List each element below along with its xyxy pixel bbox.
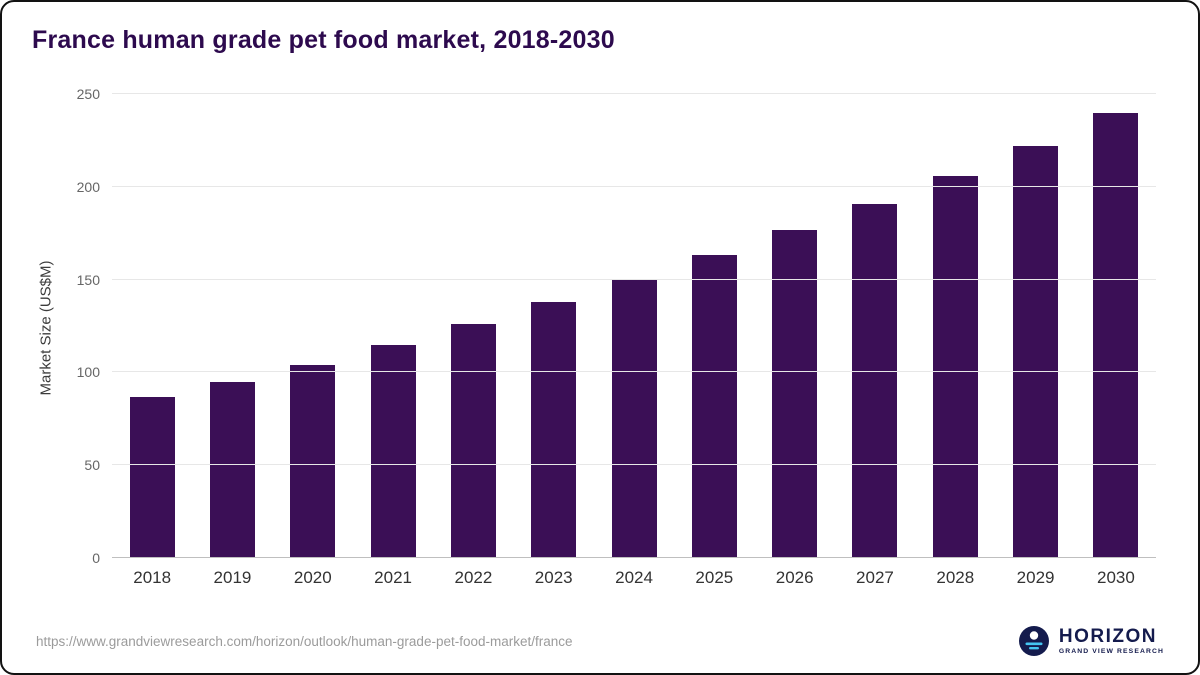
bar-2020[interactable] [290,364,336,558]
horizon-logo-icon [1018,625,1050,657]
bar-2024[interactable] [611,279,657,558]
bar-slot [594,94,674,558]
bar-2027[interactable] [852,203,898,558]
x-tick-label: 2024 [615,568,653,587]
bar-2023[interactable] [531,301,577,558]
x-tick-label: 2020 [293,568,332,587]
bar-slot [273,94,353,558]
y-tick-label: 250 [76,86,100,102]
x-tick-label: 2027 [856,568,894,587]
horizon-logo-subtext: GRAND VIEW RESEARCH [1058,647,1164,655]
y-tick-label: 200 [76,178,100,195]
gridline [112,371,1156,373]
x-tick-label: 2029 [1016,568,1055,587]
bar-2018[interactable] [129,396,175,558]
bar-slot [353,94,433,558]
y-tick-label: 150 [76,271,100,288]
x-tick-label: 2030 [1096,568,1135,587]
bar-series [112,94,1156,558]
x-tick-label: 2018 [133,568,172,587]
x-tick-label: 2026 [775,568,814,587]
gridline [112,464,1156,466]
y-axis-label: Market Size (US$M) [37,260,55,396]
horizon-logo-name: HORIZON [1058,625,1157,647]
bar-2021[interactable] [370,344,416,558]
bar-slot [514,94,594,558]
gridline [112,93,1156,94]
footer: https://www.grandviewresearch.com/horizo… [36,625,1164,657]
y-tick-label: 100 [76,364,100,381]
x-axis-baseline [112,557,1156,558]
y-tick-label: 0 [92,550,100,566]
x-tick-label: 2023 [534,568,573,587]
x-tick-label: 2028 [936,568,975,587]
y-tick-label: 50 [84,457,100,474]
source-url: https://www.grandviewresearch.com/horizo… [36,633,573,649]
chart-title: France human grade pet food market, 2018… [32,26,615,54]
x-tick-label: 2021 [374,568,412,587]
bar-slot [674,94,754,558]
bar-2030[interactable] [1093,112,1139,558]
bar-2026[interactable] [772,229,818,558]
horizon-logo-text: HORIZON GRAND VIEW RESEARCH [1059,627,1164,656]
bar-2022[interactable] [450,324,496,558]
bar-slot [433,94,513,558]
bar-2029[interactable] [1013,145,1059,558]
x-axis-labels: 2018 2019 2020 2021 2022 2023 2024 2025 2026 2027… [112,568,1156,588]
bar-2019[interactable] [209,381,255,558]
bar-2028[interactable] [932,175,978,558]
bar-2025[interactable] [691,255,737,558]
x-tick-label: 2025 [695,568,734,587]
bar-slot [755,94,835,558]
horizon-logo: HORIZON GRAND VIEW RESEARCH [1018,625,1164,657]
bar-slot [112,94,192,558]
bar-slot [995,94,1075,558]
bar-slot [835,94,915,558]
gridline [112,278,1156,280]
plot-area: 0 50 100 150 200 250 [77,86,1156,566]
gridline [112,185,1156,187]
bar-slot [915,94,995,558]
x-tick-label: 2022 [454,568,493,587]
bar-slot [1076,94,1156,558]
bar-slot [192,94,272,558]
x-tick-label: 2019 [213,568,252,587]
